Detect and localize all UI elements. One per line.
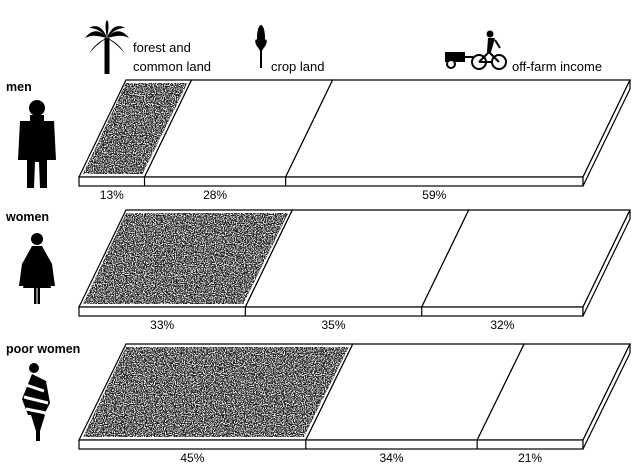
bar-front-men (78, 176, 584, 187)
bar-side-poor-women (582, 343, 631, 450)
legend-offfarm-label: off-farm income (512, 59, 602, 74)
segment-forest-men-stipple (83, 83, 188, 174)
legend-forest-label-line2: common land (133, 59, 211, 74)
value-label-offfarm-women: 32% (490, 318, 514, 332)
legend: forest and common land crop land off-far… (85, 20, 602, 74)
stacked-bars: 13% 28% 59% 33% 35% 32% 45% 34% 21% (78, 79, 631, 465)
bar-front-poor-women (78, 439, 584, 450)
bar-side-men (582, 79, 631, 187)
group-label-women: women (5, 210, 49, 224)
group-women: women (5, 210, 55, 304)
palm-tree-icon (85, 20, 129, 74)
value-label-crop-men: 28% (203, 188, 227, 202)
woman-figure-icon (19, 233, 55, 304)
bar-side-women (582, 209, 631, 317)
bicycle-cart-icon (445, 30, 507, 70)
value-label-crop-women: 35% (321, 318, 345, 332)
value-label-crop-poor-women: 34% (379, 451, 403, 465)
group-label-men: men (6, 80, 32, 94)
bar-women: 33% 35% 32% (78, 209, 631, 332)
value-label-forest-women: 33% (150, 318, 174, 332)
poor-woman-figure-icon (22, 363, 50, 441)
crop-stalk-icon (255, 25, 267, 68)
bar-men: 13% 28% 59% (78, 79, 631, 202)
bar-poor-women: 45% 34% 21% (78, 343, 631, 465)
bar-front-women (78, 306, 584, 317)
value-label-offfarm-poor-women: 21% (518, 451, 542, 465)
group-label-poor-women: poor women (6, 342, 80, 356)
group-poor-women: poor women (6, 342, 80, 441)
group-men: men (6, 80, 56, 188)
segment-forest-poor-women-stipple (83, 347, 349, 437)
value-label-forest-men: 13% (100, 188, 124, 202)
legend-forest-label-line1: forest and (133, 40, 191, 55)
legend-crop-label: crop land (271, 59, 324, 74)
man-figure-icon (18, 100, 56, 188)
segment-offfarm-men (284, 79, 631, 178)
value-label-offfarm-men: 59% (422, 188, 446, 202)
segment-forest-women-stipple (83, 213, 289, 304)
value-label-forest-poor-women: 45% (180, 451, 204, 465)
